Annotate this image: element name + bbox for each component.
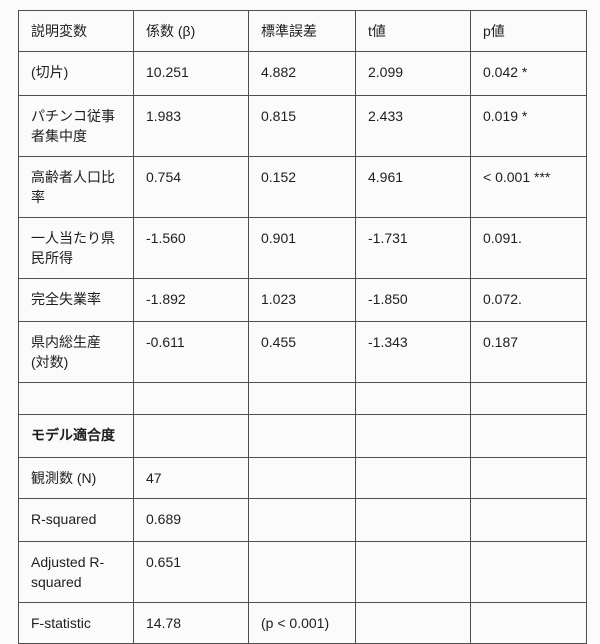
row-label: 一人当たり県民所得 [18,217,134,279]
column-header-coefficient: 係数 (β) [133,10,249,52]
cell-p-value: 0.042 * [470,51,587,96]
table-row-income-per-capita: 一人当たり県民所得 -1.560 0.901 -1.731 0.091. [18,217,587,279]
cell-value: 0.651 [133,541,249,603]
cell-value: 0.689 [133,498,249,542]
cell-std-error: 0.901 [248,217,356,279]
table-row-f-statistic: F-statistic 14.78 (p < 0.001) [18,602,587,644]
cell-std-error: 0.152 [248,156,356,218]
cell-std-error: 0.815 [248,95,356,157]
row-label: (切片) [18,51,134,96]
section-header-model-fit: モデル適合度 [18,414,134,458]
table-row-pachinko-concentration: パチンコ従事者集中度 1.983 0.815 2.433 0.019 * [18,95,587,157]
empty-cell [470,382,587,415]
empty-cell [18,382,134,415]
cell-t-value: -1.731 [355,217,471,279]
table-row-r-squared: R-squared 0.689 [18,498,587,542]
row-label: F-statistic [18,602,134,644]
row-label: Adjusted R-squared [18,541,134,603]
cell-p-value: (p < 0.001) [248,602,356,644]
cell-p-value: 0.072. [470,278,587,322]
empty-cell [470,414,587,458]
cell-std-error: 4.882 [248,51,356,96]
empty-cell [355,541,471,603]
empty-cell [355,414,471,458]
empty-cell [248,498,356,542]
empty-cell [133,414,249,458]
table-row-elderly-ratio: 高齢者人口比率 0.754 0.152 4.961 < 0.001 *** [18,156,587,218]
table-row-adjusted-r-squared: Adjusted R-squared 0.651 [18,541,587,603]
column-header-std-error: 標準誤差 [248,10,356,52]
cell-coefficient: 10.251 [133,51,249,96]
cell-t-value: 2.433 [355,95,471,157]
row-label: 観測数 (N) [18,457,134,499]
row-label: 完全失業率 [18,278,134,322]
cell-t-value: 2.099 [355,51,471,96]
cell-coefficient: -0.611 [133,321,249,383]
cell-p-value: 0.091. [470,217,587,279]
cell-p-value: < 0.001 *** [470,156,587,218]
empty-cell [248,414,356,458]
cell-t-value: -1.850 [355,278,471,322]
empty-cell [248,541,356,603]
cell-value: 14.78 [133,602,249,644]
empty-cell [248,382,356,415]
empty-cell [133,382,249,415]
table-row-observations: 観測数 (N) 47 [18,457,587,499]
header-row: 説明変数 係数 (β) 標準誤差 t値 p値 [18,10,587,52]
empty-cell [355,382,471,415]
regression-table-container: 説明変数 係数 (β) 標準誤差 t値 p値 (切片) 10.251 4.882… [18,10,587,644]
cell-std-error: 1.023 [248,278,356,322]
column-header-explanatory-variable: 説明変数 [18,10,134,52]
empty-cell [470,498,587,542]
empty-cell [355,602,471,644]
empty-cell [248,457,356,499]
cell-coefficient: -1.560 [133,217,249,279]
column-header-p-value: p値 [470,10,587,52]
empty-cell [470,602,587,644]
row-label: R-squared [18,498,134,542]
cell-coefficient: -1.892 [133,278,249,322]
table-row-spacer [18,382,587,415]
empty-cell [470,541,587,603]
table-row-intercept: (切片) 10.251 4.882 2.099 0.042 * [18,51,587,96]
table-row-gross-prefectural-product: 県内総生産 (対数) -0.611 0.455 -1.343 0.187 [18,321,587,383]
cell-std-error: 0.455 [248,321,356,383]
empty-cell [470,457,587,499]
table-row-unemployment-rate: 完全失業率 -1.892 1.023 -1.850 0.072. [18,278,587,322]
cell-p-value: 0.187 [470,321,587,383]
row-label: 高齢者人口比率 [18,156,134,218]
cell-coefficient: 1.983 [133,95,249,157]
row-label: 県内総生産 (対数) [18,321,134,383]
cell-coefficient: 0.754 [133,156,249,218]
empty-cell [355,498,471,542]
column-header-t-value: t値 [355,10,471,52]
cell-t-value: -1.343 [355,321,471,383]
regression-table: 説明変数 係数 (β) 標準誤差 t値 p値 (切片) 10.251 4.882… [18,10,587,644]
cell-t-value: 4.961 [355,156,471,218]
cell-p-value: 0.019 * [470,95,587,157]
table-row-model-fit-header: モデル適合度 [18,414,587,458]
empty-cell [355,457,471,499]
cell-value: 47 [133,457,249,499]
row-label: パチンコ従事者集中度 [18,95,134,157]
